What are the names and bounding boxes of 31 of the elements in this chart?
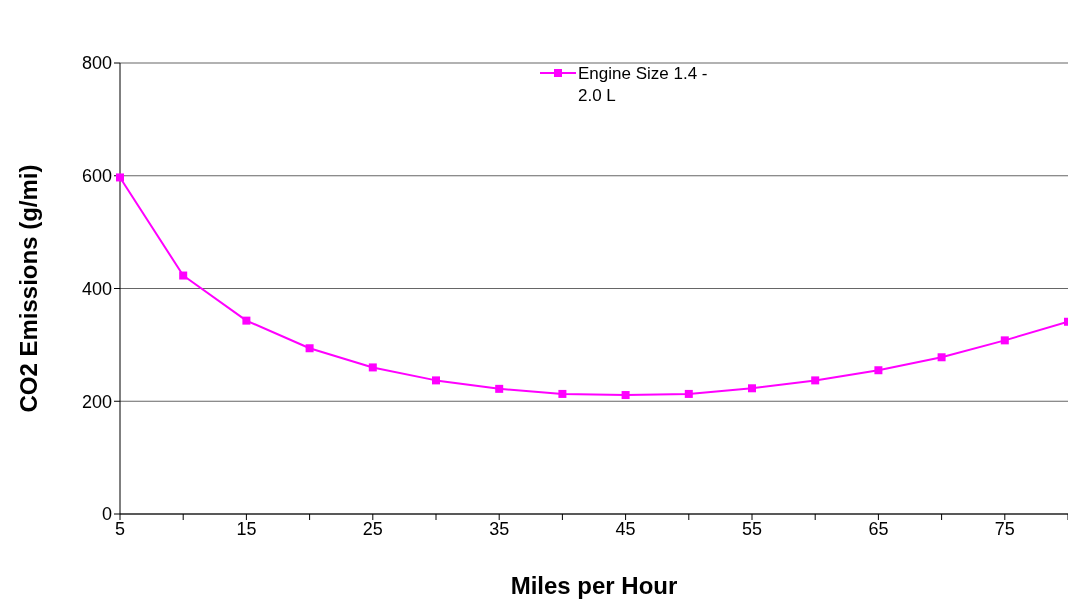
point (432, 376, 440, 385)
x-tick-label: 15 (236, 518, 257, 539)
point (621, 391, 630, 400)
point (495, 384, 504, 393)
y-tick-label: 0 (101, 504, 112, 525)
y-tick-label: 600 (81, 166, 112, 187)
point (305, 344, 314, 353)
x-tick-label: 65 (868, 518, 889, 539)
x-tick-label: 45 (615, 518, 636, 539)
point (874, 366, 883, 375)
point (179, 271, 188, 280)
point (811, 376, 820, 385)
x-tick-label: 55 (741, 518, 763, 539)
y-tick-label: 800 (81, 53, 112, 74)
y-tick-label: 400 (81, 278, 112, 299)
legend-label: Engine Size 1.4 - 2.0 L (578, 63, 709, 107)
point (116, 173, 124, 182)
x-tick-label: 25 (362, 518, 383, 539)
point (368, 363, 377, 372)
point (684, 389, 693, 398)
point (558, 389, 567, 398)
y-tick-label: 200 (81, 391, 112, 412)
x-axis-title: Miles per Hour (510, 572, 678, 599)
point (1000, 336, 1009, 345)
x-tick-label: 75 (994, 518, 1015, 539)
y-axis-title: CO2 Emissions (g/mi) (14, 164, 42, 413)
point (748, 384, 756, 393)
x-tick-label: 5 (114, 518, 126, 539)
x-tick-label: 35 (489, 518, 510, 539)
point (242, 316, 251, 325)
point (937, 353, 946, 362)
